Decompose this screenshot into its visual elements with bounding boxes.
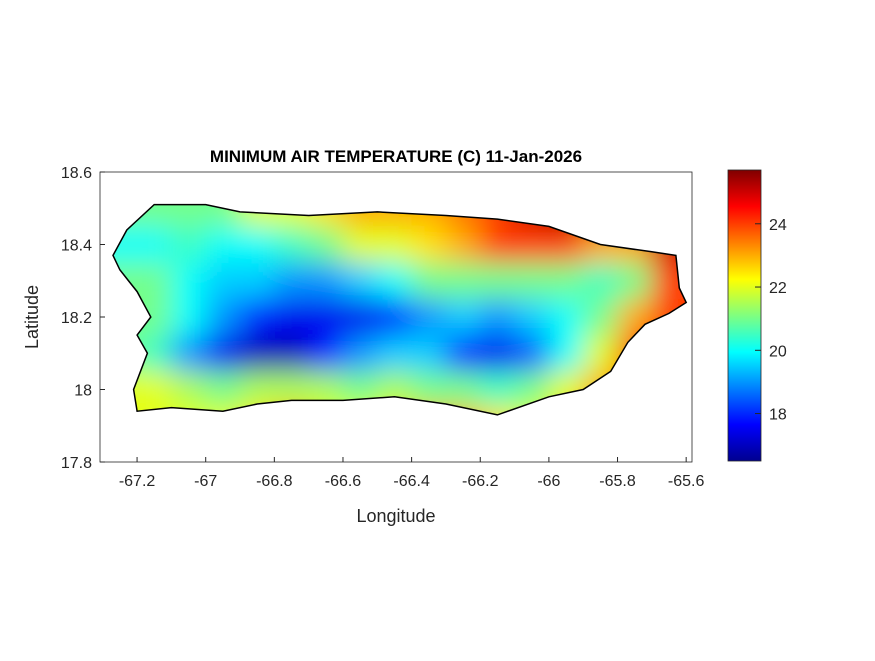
heatmap-cell (411, 262, 447, 300)
heatmap-cell (377, 262, 413, 300)
heatmap-cell (308, 335, 344, 372)
heatmap-cell (445, 262, 481, 300)
chart-title: MINIMUM AIR TEMPERATURE (C) 11-Jan-2026 (210, 147, 582, 166)
heatmap-cell (377, 298, 413, 336)
heatmap-cell (205, 371, 241, 409)
heatmap-cell (583, 335, 619, 372)
heatmap-cell (480, 371, 516, 409)
heatmap-cell (548, 298, 584, 336)
heatmap-cell (240, 298, 275, 336)
y-tick-label: 17.8 (61, 455, 92, 472)
heatmap-cell (205, 226, 241, 264)
heatmap-cell (240, 371, 275, 409)
heatmap-cell (171, 262, 207, 300)
y-tick-label: 18 (74, 383, 92, 400)
heatmap-cell (377, 335, 413, 372)
x-tick-label: -66 (537, 473, 560, 490)
heatmap-cell (240, 226, 275, 264)
heatmap-cell (583, 262, 619, 300)
heatmap-cell (548, 262, 584, 300)
heatmap-cell (274, 226, 310, 264)
heatmap-cell (308, 226, 344, 264)
heatmap-cell (240, 335, 275, 372)
y-tick-label: 18.6 (61, 165, 92, 182)
heatmap-cell (274, 262, 310, 300)
heatmap-cell (411, 298, 447, 336)
heatmap-cell (445, 226, 481, 264)
heatmap-cell (137, 262, 172, 300)
heatmap-cell (514, 335, 550, 372)
heatmap-cell (137, 226, 172, 264)
heatmap-cell (342, 298, 378, 336)
heatmap-cell (342, 335, 378, 372)
heatmap-cell (548, 335, 584, 372)
heatmap-cell (480, 335, 516, 372)
heatmap-cell (480, 407, 516, 415)
heatmap-cell (308, 298, 344, 336)
heatmap-cell (514, 226, 550, 264)
heatmap-cell (171, 371, 207, 409)
heatmap-cell (171, 226, 207, 264)
heatmap-cell (342, 262, 378, 300)
heatmap-cell (411, 335, 447, 372)
heatmap-cell (308, 262, 344, 300)
x-tick-label: -66.2 (462, 473, 499, 490)
y-axis-label: Latitude (22, 285, 42, 349)
x-tick-label: -67 (194, 473, 217, 490)
heatmap-cell (480, 298, 516, 336)
heatmap-cell (274, 335, 310, 372)
heatmap-cell (205, 335, 241, 372)
heatmap-cell (205, 262, 241, 300)
heatmap-cell (342, 226, 378, 264)
heatmap-cell (445, 371, 481, 409)
heatmap-cell (583, 298, 619, 336)
heatmap-cell (205, 298, 241, 336)
heatmap-cell (480, 262, 516, 300)
heatmap-cell (617, 262, 653, 300)
x-tick-label: -66.4 (393, 473, 430, 490)
x-axis-label: Longitude (356, 506, 435, 526)
heatmap-cell (445, 298, 481, 336)
heatmap-cell (480, 226, 516, 264)
heatmap-cell (377, 226, 413, 264)
colorbar (727, 169, 762, 462)
colorbar-tick-label: 24 (769, 217, 787, 234)
x-tick-label: -66.8 (256, 473, 293, 490)
y-tick-label: 18.4 (61, 238, 92, 255)
island-outline (112, 203, 688, 416)
x-tick-label: -65.6 (668, 473, 705, 490)
y-tick-label: 18.2 (61, 310, 92, 327)
x-tick-label: -67.2 (119, 473, 156, 490)
heatmap-cell (445, 335, 481, 372)
heatmap-cell (514, 262, 550, 300)
heatmap-cell (514, 298, 550, 336)
heatmap-cell (171, 298, 207, 336)
heatmap-cell (274, 298, 310, 336)
heatmap-cell (240, 262, 275, 300)
x-tick-label: -65.8 (599, 473, 636, 490)
heatmap-cell (411, 226, 447, 264)
x-tick-label: -66.6 (325, 473, 362, 490)
colorbar-tick-label: 22 (769, 280, 787, 297)
heatmap-cell (171, 204, 207, 227)
heatmap-cell (171, 335, 207, 372)
colorbar-tick-label: 18 (769, 407, 787, 424)
colorbar-tick-label: 20 (769, 343, 787, 360)
heatmap-cell (137, 371, 172, 409)
